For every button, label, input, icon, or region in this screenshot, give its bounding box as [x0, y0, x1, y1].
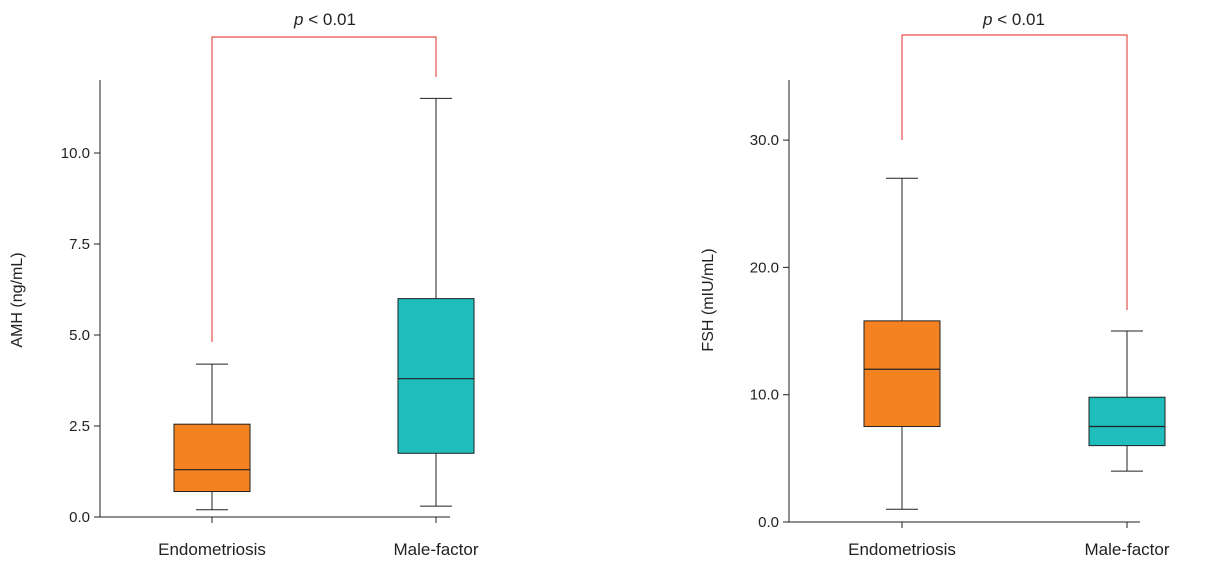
x-tick-label: Endometriosis [158, 540, 266, 559]
y-tick-label: 5.0 [69, 327, 90, 344]
significance-bracket: p < 0.01 [211, 10, 437, 342]
y-axis-title: FSH (mIU/mL) [700, 248, 717, 351]
y-tick-label: 20.0 [750, 259, 779, 276]
y-tick-label: 10.0 [750, 387, 779, 404]
box-endometriosis [863, 177, 941, 510]
p-symbol: p [293, 10, 303, 29]
chart-panel-1: 0.0 2.5 5.0 7.5 10.0 Endometriosis Male-factor… [9, 10, 479, 559]
x-tick-label: Endometriosis [848, 540, 956, 559]
iqr-box [397, 298, 475, 454]
y-tick-label: 0.0 [758, 514, 779, 531]
iqr-box [863, 320, 941, 428]
y-tick-label: 30.0 [750, 132, 779, 149]
p-threshold: < 0.01 [993, 10, 1045, 29]
x-tick-label: Male-factor [393, 540, 478, 559]
x-tick-label: Male-factor [1084, 540, 1169, 559]
significance-bracket: p < 0.01 [901, 10, 1128, 310]
y-tick-label: 7.5 [69, 236, 90, 253]
p-value-label: p < 0.01 [293, 10, 356, 29]
bracket-line [211, 36, 437, 342]
y-tick-label: 2.5 [69, 418, 90, 435]
y-tick-label: 10.0 [61, 145, 90, 162]
iqr-box [1088, 396, 1166, 447]
box-male-factor [1088, 330, 1166, 472]
box-endometriosis [173, 363, 251, 511]
box-male-factor [397, 97, 475, 507]
y-tick-label: 0.0 [69, 509, 90, 526]
p-value-label: p < 0.01 [982, 10, 1045, 29]
bracket-line [901, 34, 1128, 310]
iqr-box [173, 423, 251, 493]
y-axis-title: AMH (ng/mL) [9, 252, 26, 347]
p-threshold: < 0.01 [304, 10, 356, 29]
p-symbol: p [982, 10, 992, 29]
chart-panel-2: 0.0 10.0 20.0 30.0 Endometriosis Male-factor F… [700, 10, 1170, 559]
